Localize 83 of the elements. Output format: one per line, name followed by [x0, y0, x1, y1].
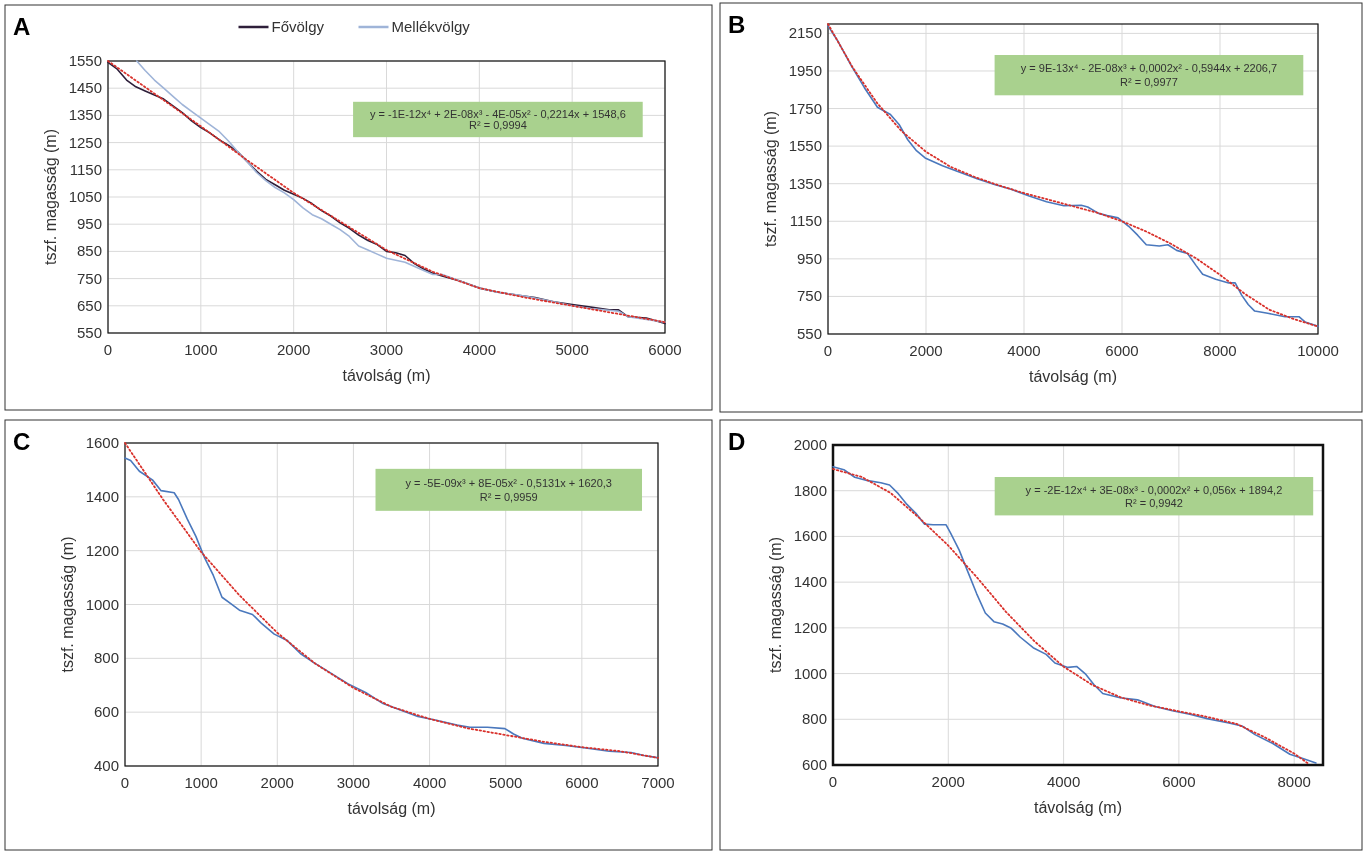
- y-tick-label: 950: [796, 249, 822, 267]
- y-tick-label: 1550: [68, 52, 102, 69]
- y-tick-label: 1000: [793, 664, 827, 682]
- y-tick-label: 800: [93, 649, 119, 667]
- x-axis-title: távolság (m): [347, 800, 436, 817]
- x-tick-label: 0: [823, 342, 833, 359]
- y-tick-label: 2150: [788, 24, 822, 42]
- x-tick-label: 4000: [462, 341, 497, 358]
- y-tick-label: 1600: [85, 434, 119, 451]
- chart-title: A: [13, 13, 31, 40]
- y-tick-label: 1000: [85, 595, 119, 613]
- x-tick-label: 3000: [369, 341, 404, 358]
- y-tick-label: 850: [76, 242, 102, 260]
- y-tick-label: 950: [76, 215, 102, 233]
- annotation: y = -2E-12x⁴ + 3E-08x³ - 0,0002x² + 0,056x + 1894,2: [1025, 483, 1283, 496]
- annotation: y = -5E-09x³ + 8E-05x² - 0,5131x + 1620,3: [405, 476, 612, 489]
- x-tick-label: 0: [828, 773, 838, 790]
- y-axis-title: tszf. magasság (m): [767, 536, 784, 674]
- y-axis-title: tszf. magasság (m): [762, 110, 779, 248]
- y-tick-label: 1750: [788, 99, 822, 117]
- y-axis-title: tszf. magasság (m): [59, 536, 76, 673]
- x-tick-label: 7000: [641, 774, 675, 791]
- x-tick-label: 1000: [184, 774, 218, 791]
- x-tick-label: 3000: [336, 774, 371, 791]
- y-tick-label: 600: [93, 703, 119, 721]
- x-tick-label: 0: [120, 774, 130, 791]
- y-tick-label: 1350: [68, 106, 102, 124]
- x-tick-label: 4000: [1046, 773, 1081, 790]
- chart-title: C: [13, 428, 31, 455]
- x-tick-label: 8000: [1277, 773, 1311, 790]
- x-tick-label: 2000: [931, 773, 965, 790]
- x-tick-label: 10000: [1297, 342, 1339, 359]
- annotation: y = -1E-12x⁴ + 2E-08x³ - 4E-05x² - 0,2214x + 1548,6: [370, 107, 626, 120]
- x-tick-label: 2000: [276, 341, 311, 358]
- y-tick-label: 1450: [68, 79, 102, 97]
- y-tick-label: 800: [801, 710, 827, 728]
- y-tick-label: 1250: [68, 133, 102, 151]
- annotation: R² = 0,9942: [1125, 496, 1183, 509]
- x-tick-label: 5000: [489, 774, 523, 791]
- annotation: R² = 0,9994: [469, 119, 527, 132]
- x-tick-label: 6000: [1162, 773, 1196, 790]
- annotation: R² = 0,9977: [1120, 75, 1178, 88]
- y-tick-label: 1350: [788, 174, 822, 192]
- y-tick-label: 750: [76, 269, 102, 287]
- x-tick-label: 6000: [648, 341, 682, 358]
- x-tick-label: 4000: [412, 774, 447, 791]
- y-tick-label: 1950: [788, 61, 822, 79]
- y-tick-label: 1600: [793, 527, 827, 545]
- x-tick-label: 8000: [1203, 342, 1237, 359]
- y-tick-label: 600: [801, 756, 827, 773]
- y-tick-label: 400: [93, 757, 119, 774]
- y-tick-label: 650: [76, 296, 102, 314]
- legend-label: Fővölgy: [271, 18, 325, 35]
- y-tick-label: 1800: [793, 481, 827, 499]
- x-axis-title: távolság (m): [1028, 368, 1118, 385]
- x-tick-label: 4000: [1007, 342, 1041, 359]
- y-tick-label: 1150: [69, 160, 102, 178]
- y-tick-label: 2000: [793, 436, 827, 453]
- y-tick-label: 1400: [793, 573, 827, 591]
- x-tick-label: 6000: [1105, 342, 1139, 359]
- annotation: R² = 0,9959: [479, 490, 538, 503]
- y-tick-label: 550: [76, 324, 102, 341]
- chart-title: D: [728, 428, 746, 455]
- chart-title: B: [728, 11, 746, 38]
- y-tick-label: 1200: [85, 541, 119, 559]
- x-axis-title: távolság (m): [342, 367, 431, 384]
- y-tick-label: 1050: [68, 188, 102, 205]
- x-tick-label: 5000: [555, 341, 589, 358]
- y-tick-label: 750: [796, 287, 822, 305]
- x-tick-label: 2000: [260, 774, 294, 791]
- x-tick-label: 0: [103, 341, 113, 358]
- y-tick-label: 550: [796, 325, 822, 342]
- y-tick-label: 1150: [789, 212, 822, 230]
- y-tick-label: 1550: [788, 137, 822, 155]
- x-axis-title: távolság (m): [1033, 799, 1123, 816]
- y-tick-label: 1400: [85, 487, 119, 505]
- x-tick-label: 2000: [909, 342, 943, 359]
- annotation: y = 9E-13x⁴ - 2E-08x³ + 0,0002x² - 0,5944x + 2206,7: [1020, 62, 1278, 75]
- x-tick-label: 1000: [184, 341, 218, 358]
- x-tick-label: 6000: [565, 774, 599, 791]
- y-tick-label: 1200: [793, 618, 827, 636]
- y-axis-title: tszf. magasság (m): [42, 128, 59, 266]
- legend-label: Mellékvölgy: [391, 18, 471, 35]
